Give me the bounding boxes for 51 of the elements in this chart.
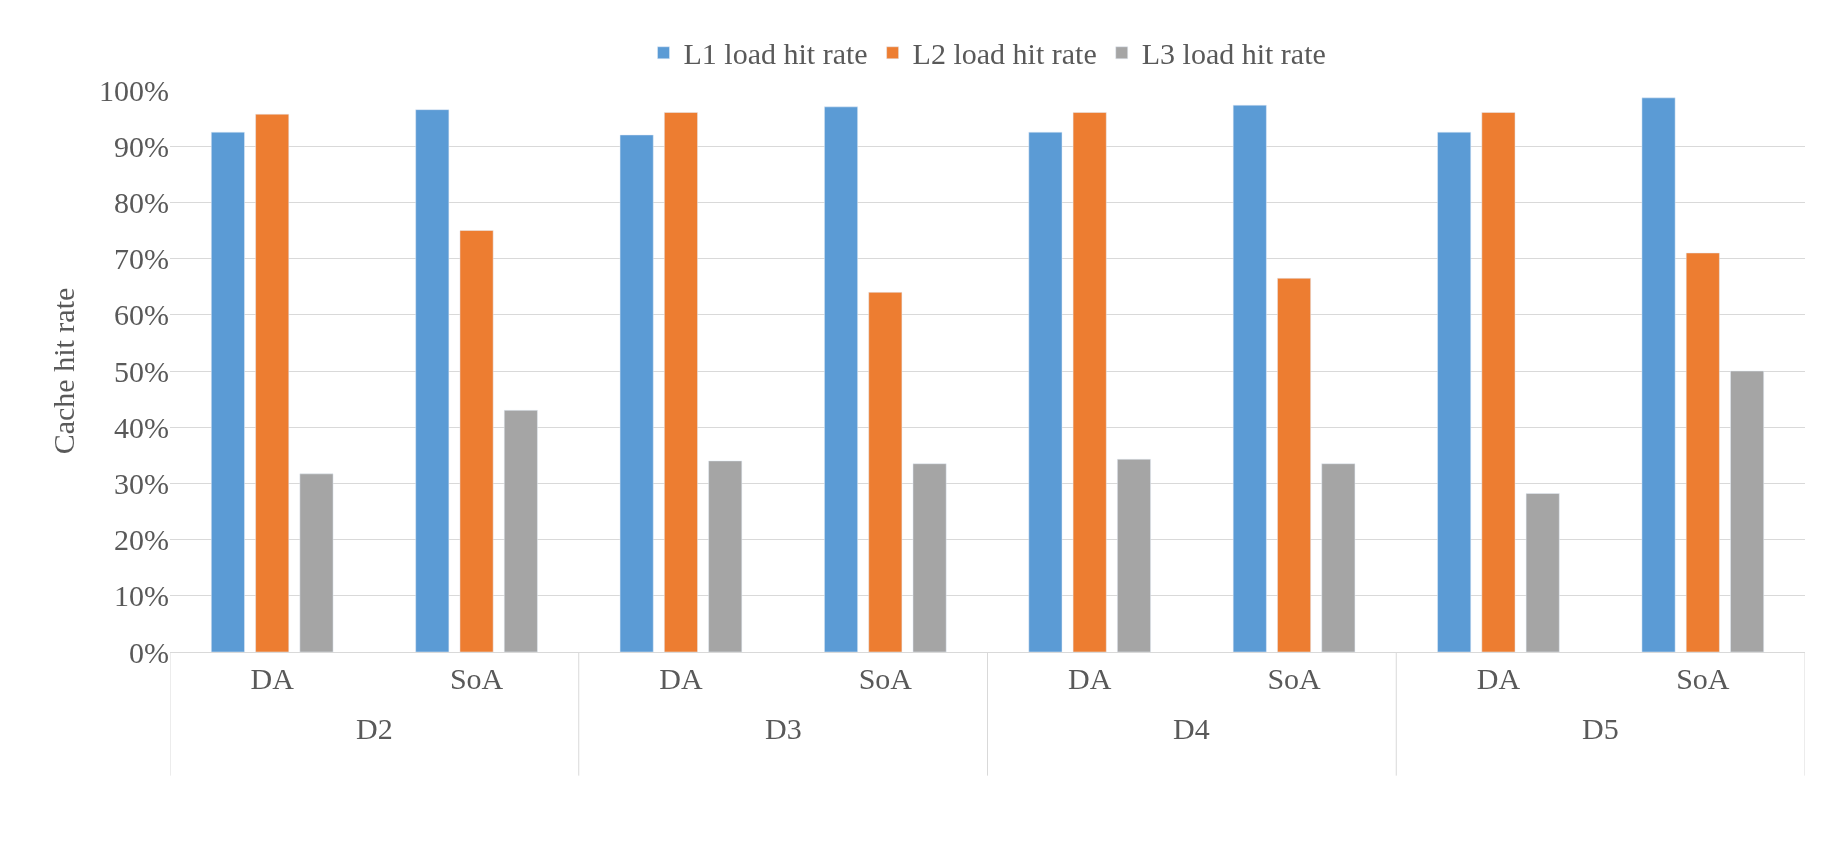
x-tick-label: SoA [1267,662,1322,695]
text: D3 [765,712,802,745]
bar [211,131,245,652]
y-tick-label: 90% [114,129,169,163]
bar [1277,278,1311,652]
bar [1730,370,1764,652]
bar [1437,131,1472,652]
bar [868,292,903,652]
y-tick-label: 80% [114,185,169,219]
y-tick-label: 70% [114,242,169,276]
bar [912,463,947,652]
bar [1641,97,1676,652]
bar [664,112,698,652]
legend-label: L3 load hit rate [1141,37,1326,71]
x-tick-label: SoA [858,662,913,695]
bar [1481,112,1516,652]
bar [1232,104,1267,652]
x-tick-label: SoA [1676,662,1730,695]
y-tick-label: 20% [114,523,169,557]
bar [708,460,743,652]
bar [415,109,450,652]
bar [503,410,538,652]
bar [459,230,494,652]
x-tick-label: DA [1476,662,1521,695]
bar [1685,252,1720,652]
bar [619,134,654,652]
bar [255,113,290,652]
bar [299,473,334,652]
x-tick-label: SoA [449,662,504,695]
y-tick-label: 50% [114,354,169,388]
y-axis-title: Cache hit rate [47,287,80,455]
text: D2 [356,712,393,745]
x-tick-label: DA [250,662,295,695]
y-tick-label: 10% [114,579,169,613]
bar [1525,493,1560,652]
bar [824,106,858,652]
y-tick-label: 40% [114,410,169,444]
bar [1072,112,1107,652]
y-tick-label: 30% [114,466,169,500]
text: D5 [1582,712,1619,745]
bar [1321,463,1356,652]
y-tick-label: 100% [99,73,169,107]
y-tick-label: 0% [129,635,169,669]
y-tick-label: 60% [114,298,169,332]
x-tick-label: DA [1068,662,1112,695]
bar [1028,131,1063,652]
text: D4 [1173,712,1210,745]
x-tick-label: DA [659,662,703,695]
legend-label: L1 load hit rate [683,37,868,71]
legend-label: L2 load hit rate [912,37,1097,71]
bar [1117,458,1151,652]
